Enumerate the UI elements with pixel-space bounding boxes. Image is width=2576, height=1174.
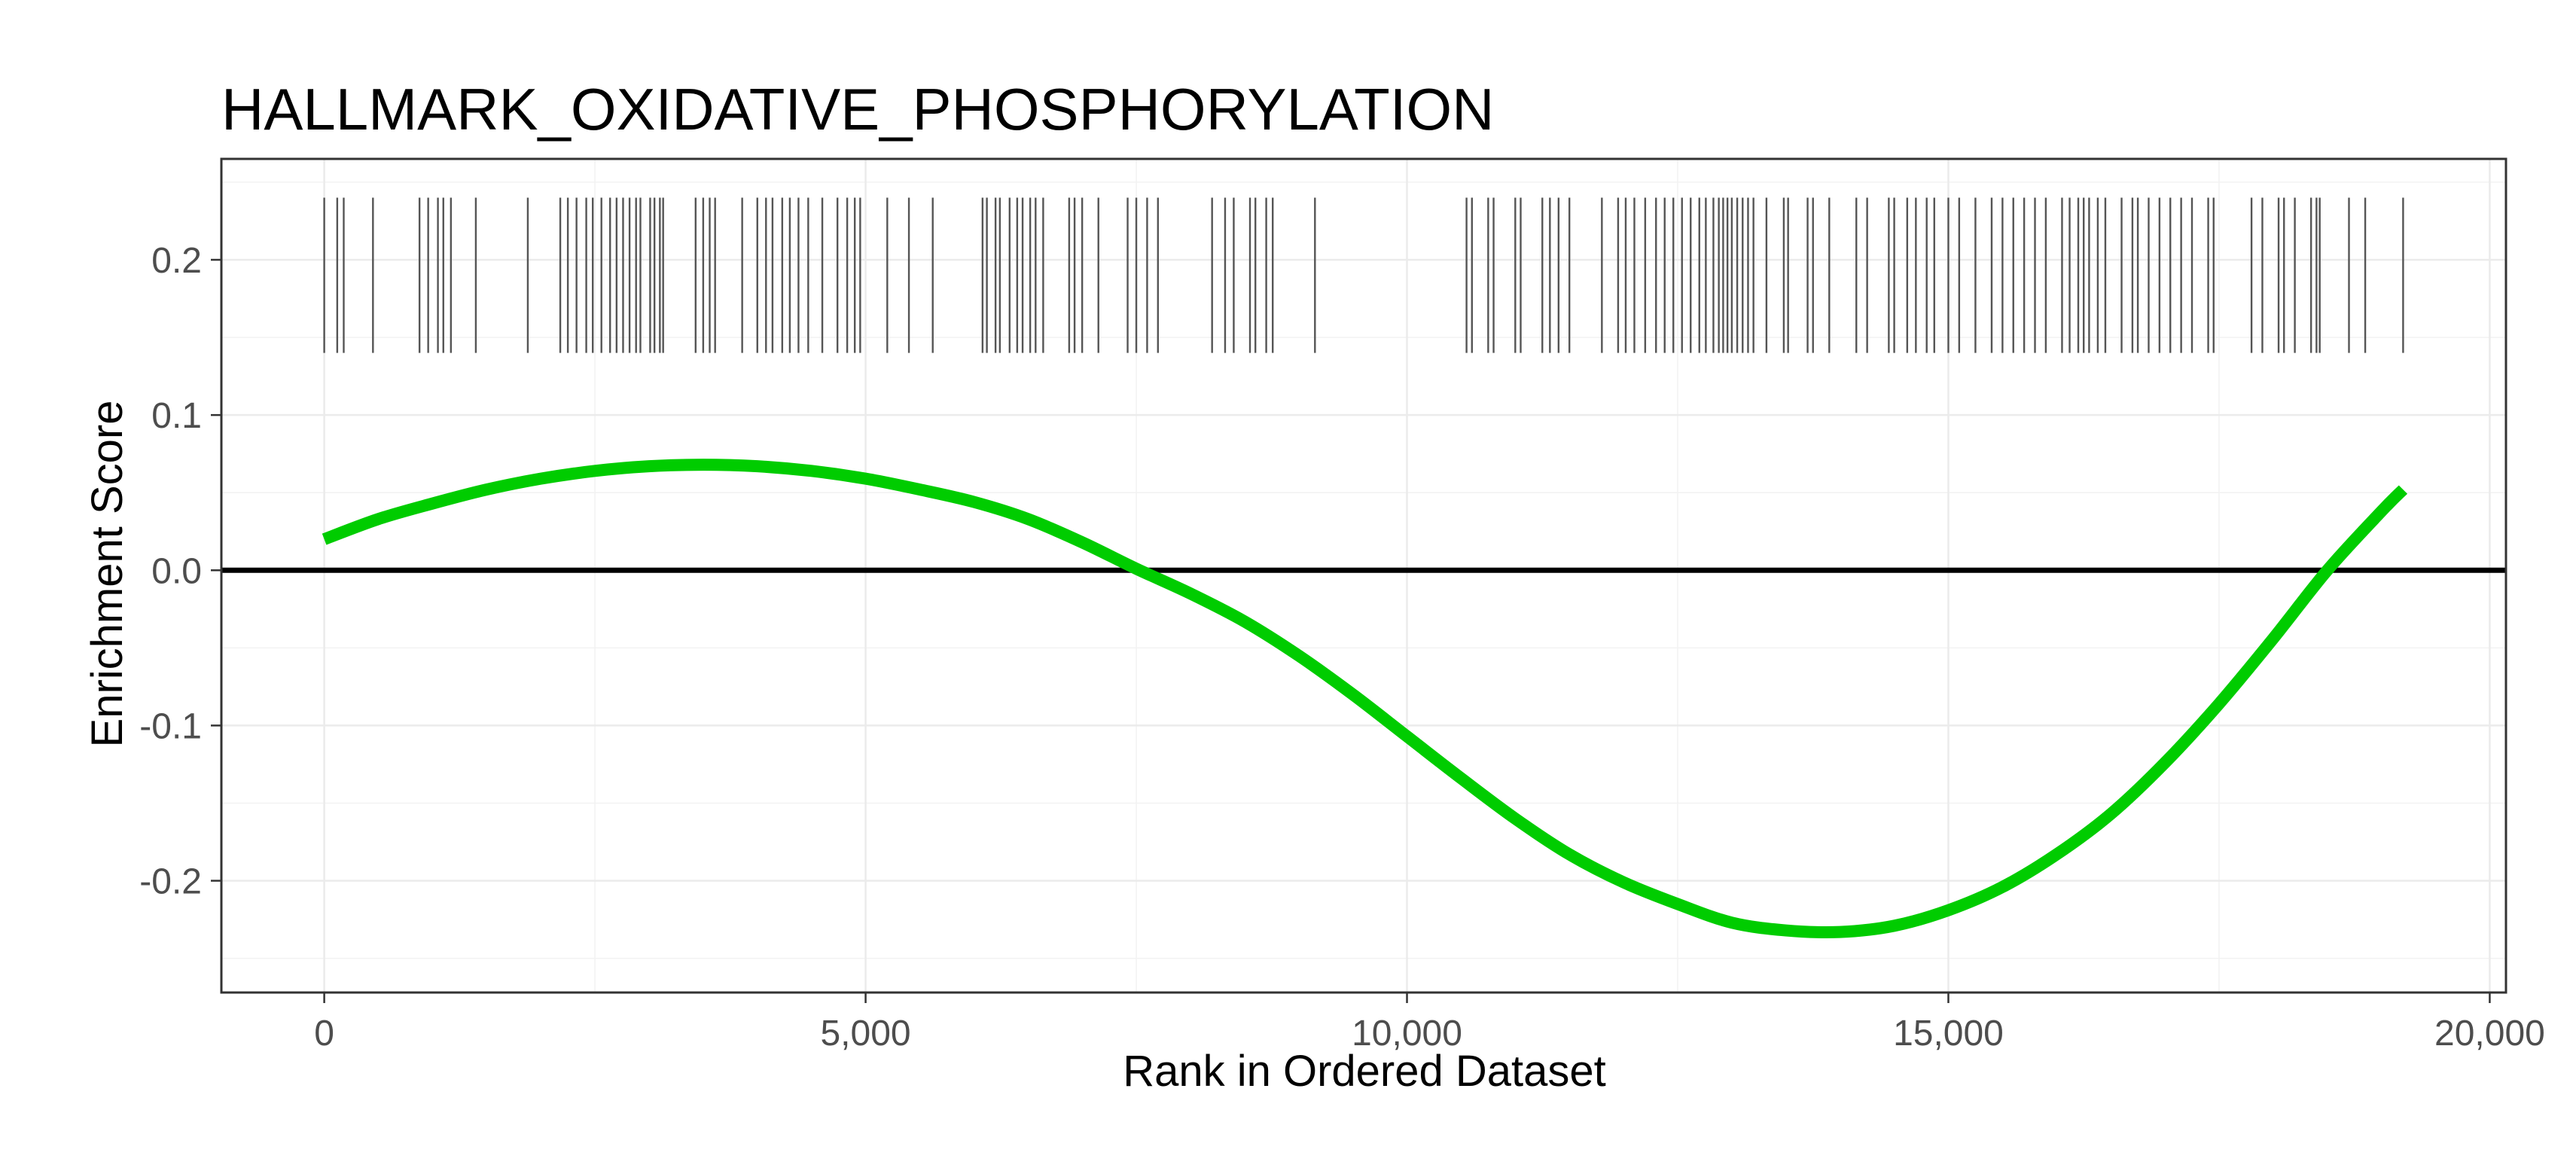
x-axis: 0 5,000 10,000 15,000 20,000	[314, 993, 2545, 1054]
x-tick-label: 0	[314, 1014, 334, 1054]
x-tick-label: 10,000	[1352, 1014, 1462, 1054]
chart-title: HALLMARK_OXIDATIVE_PHOSPHORYLATION	[221, 76, 1494, 142]
y-tick-label: -0.2	[139, 862, 202, 902]
y-tick-label: 0.0	[151, 551, 202, 591]
y-tick-label: 0.1	[151, 396, 202, 436]
x-tick-label: 5,000	[820, 1014, 910, 1054]
enrichment-score-curve	[322, 459, 2408, 938]
y-tick-label: 0.2	[151, 241, 202, 281]
y-axis-title: Enrichment Score	[83, 401, 132, 748]
y-tick-label: -0.1	[139, 706, 202, 746]
gene-hit-marks	[323, 197, 2404, 353]
x-tick-label: 15,000	[1893, 1014, 2004, 1054]
plot-panel-border	[220, 157, 2507, 994]
x-axis-title: Rank in Ordered Dataset	[1123, 1047, 1606, 1096]
y-axis: -0.2 -0.1 0.0 0.1 0.2	[139, 241, 221, 902]
x-tick-label: 20,000	[2434, 1014, 2545, 1054]
